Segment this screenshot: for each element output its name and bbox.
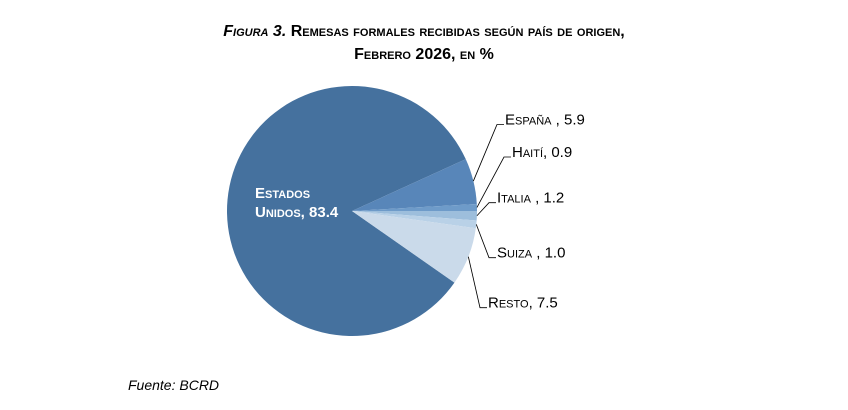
svg-text:Unidos, 83.4: Unidos, 83.4 — [255, 204, 339, 221]
svg-text:Resto, 7.5: Resto, 7.5 — [488, 295, 558, 312]
svg-text:Estados: Estados — [255, 185, 310, 202]
svg-text:Haití, 0.9: Haití, 0.9 — [512, 144, 572, 161]
svg-text:España , 5.9: España , 5.9 — [505, 112, 585, 129]
svg-text:Suiza , 1.0: Suiza , 1.0 — [497, 245, 565, 262]
svg-text:Italia , 1.2: Italia , 1.2 — [497, 190, 564, 207]
